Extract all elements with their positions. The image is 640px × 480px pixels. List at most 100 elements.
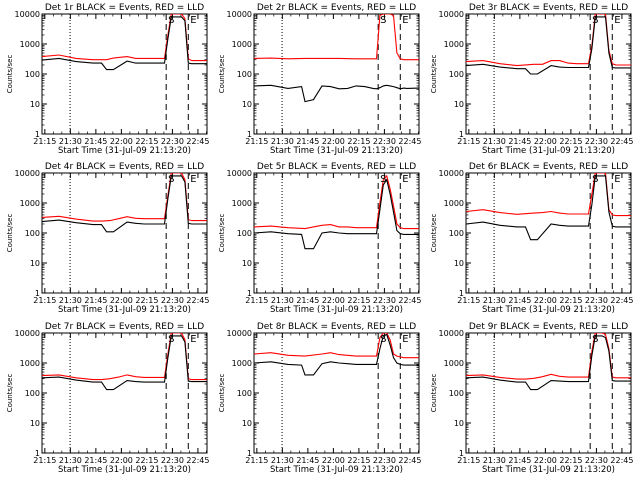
series-red-line	[466, 173, 631, 217]
y-tick-label: 10000	[227, 329, 252, 338]
y-tick-label: 10	[454, 419, 464, 428]
panel-title: Det 3r BLACK = Events, RED = LLD	[469, 3, 628, 13]
panel-1: Det 1r BLACK = Events, RED = LLD 1 10 100 10…	[6, 3, 209, 156]
x-tick-label: 22:45	[610, 456, 633, 465]
x-tick-label: 22:30	[373, 456, 396, 465]
x-tick-label: 21:30	[483, 296, 506, 305]
x-tick-label: 21:30	[483, 137, 506, 146]
x-tick-label: 22:15	[347, 456, 370, 465]
y-tick-label: 1	[247, 130, 252, 139]
x-tick-label: 22:00	[534, 456, 557, 465]
x-tick-label: 22:45	[186, 296, 209, 305]
x-tick-label: 22:15	[347, 296, 370, 305]
x-tick-label: 22:00	[322, 137, 345, 146]
marker-e: E	[614, 174, 620, 185]
series-black-line	[254, 333, 419, 376]
x-tick-label: 22:00	[322, 456, 345, 465]
x-tick-label: 21:30	[271, 137, 294, 146]
x-tick-label: 22:00	[110, 296, 133, 305]
y-tick-label: 10000	[439, 169, 464, 178]
x-tick-label: 21:30	[483, 456, 506, 465]
x-tick-label: 22:30	[585, 137, 608, 146]
x-tick-label: 22:30	[373, 137, 396, 146]
series-red-line	[466, 14, 631, 67]
marker-s: S	[380, 174, 386, 185]
y-tick-label: 1	[247, 289, 252, 298]
x-tick-label: 21:15	[245, 456, 268, 465]
x-tick-label: 22:30	[373, 296, 396, 305]
x-tick-label: 22:45	[398, 456, 421, 465]
marker-e: E	[190, 15, 196, 26]
marker-s: S	[592, 15, 598, 26]
x-axis-label: Start Time (31-Jul-09 21:13:20)	[270, 465, 403, 475]
x-tick-label: 22:00	[110, 137, 133, 146]
x-tick-label: 22:00	[322, 296, 345, 305]
x-axis-label: Start Time (31-Jul-09 21:13:20)	[58, 305, 191, 315]
y-tick-label: 1	[459, 289, 464, 298]
y-tick-label: 100	[449, 229, 464, 238]
x-axis-label: Start Time (31-Jul-09 21:13:20)	[58, 465, 191, 475]
series-red-line	[254, 333, 419, 359]
y-tick-label: 10	[242, 259, 252, 268]
plot-frame	[465, 172, 632, 294]
x-tick-label: 21:30	[59, 456, 82, 465]
marker-e: E	[402, 15, 408, 26]
x-tick-label: 21:15	[33, 296, 56, 305]
panel-3: Det 3r BLACK = Events, RED = LLD 1 10 100 10…	[430, 3, 633, 156]
x-tick-label: 22:00	[534, 296, 557, 305]
y-axis-label: Counts/sec	[218, 214, 226, 253]
y-axis-label: Counts/sec	[218, 55, 226, 94]
x-tick-label: 22:45	[398, 137, 421, 146]
panel-5: Det 5r BLACK = Events, RED = LLD 1 10 100 10…	[218, 162, 421, 315]
x-tick-label: 21:15	[457, 296, 480, 305]
marker-e: E	[402, 334, 408, 345]
plot-frame	[465, 13, 632, 135]
y-tick-label: 10000	[439, 10, 464, 19]
y-tick-label: 10	[454, 259, 464, 268]
y-axis-label: Counts/sec	[6, 374, 14, 413]
x-tick-label: 21:15	[245, 296, 268, 305]
panel-title: Det 4r BLACK = Events, RED = LLD	[45, 162, 204, 172]
x-tick-label: 22:30	[161, 296, 184, 305]
panel-title: Det 7r BLACK = Events, RED = LLD	[45, 322, 204, 332]
y-tick-label: 1000	[232, 359, 252, 368]
y-tick-label: 100	[237, 70, 252, 79]
x-tick-label: 21:30	[59, 296, 82, 305]
y-tick-label: 1	[459, 130, 464, 139]
x-tick-label: 22:15	[559, 296, 582, 305]
x-axis-label: Start Time (31-Jul-09 21:13:20)	[270, 146, 403, 156]
marker-s: S	[380, 15, 386, 26]
x-axis-label: Start Time (31-Jul-09 21:13:20)	[482, 146, 615, 156]
series-black-line	[254, 84, 419, 103]
y-tick-label: 1000	[232, 199, 252, 208]
series-black-line	[42, 175, 207, 233]
y-tick-label: 100	[25, 229, 40, 238]
x-tick-label: 21:15	[33, 456, 56, 465]
y-tick-label: 1000	[20, 40, 40, 49]
y-tick-label: 1	[247, 449, 252, 458]
y-axis-label: Counts/sec	[430, 374, 438, 413]
y-tick-label: 1000	[232, 40, 252, 49]
y-tick-label: 10000	[15, 329, 40, 338]
x-tick-label: 22:30	[585, 296, 608, 305]
y-axis-label: Counts/sec	[430, 214, 438, 253]
y-tick-label: 1000	[444, 359, 464, 368]
x-tick-label: 22:45	[186, 137, 209, 146]
marker-s: S	[168, 174, 174, 185]
series-red-line	[254, 174, 419, 230]
x-tick-label: 21:30	[271, 456, 294, 465]
y-tick-label: 100	[237, 229, 252, 238]
y-tick-label: 10	[454, 100, 464, 109]
x-axis-label: Start Time (31-Jul-09 21:13:20)	[482, 305, 615, 315]
y-tick-label: 10	[30, 419, 40, 428]
plot-frame	[253, 332, 420, 454]
marker-s: S	[168, 334, 174, 345]
y-tick-label: 10	[242, 100, 252, 109]
x-tick-label: 22:15	[559, 137, 582, 146]
series-black-line	[466, 16, 631, 75]
series-red-line	[42, 333, 207, 381]
marker-s: S	[168, 15, 174, 26]
y-tick-label: 10000	[227, 10, 252, 19]
series-black-line	[254, 178, 419, 250]
